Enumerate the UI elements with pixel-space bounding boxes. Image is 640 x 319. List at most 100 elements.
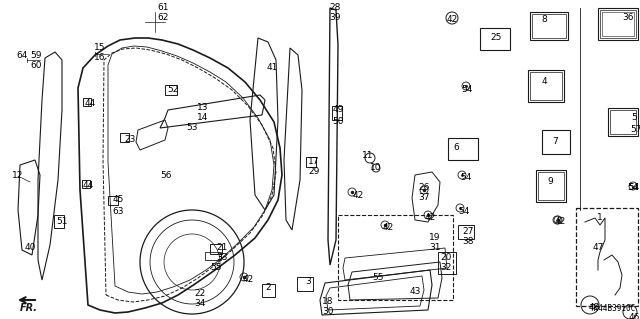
Text: 6: 6 (453, 144, 459, 152)
Text: 25: 25 (490, 33, 502, 42)
Text: 16: 16 (94, 54, 106, 63)
Text: 48: 48 (588, 303, 600, 313)
Bar (332, 106, 342, 120)
Text: 63: 63 (112, 207, 124, 217)
Text: TK44B3910C: TK44B3910C (589, 304, 636, 313)
Text: 9: 9 (547, 177, 553, 187)
Bar (83, 98, 91, 106)
Bar (120, 133, 129, 142)
Text: 11: 11 (362, 151, 374, 160)
Text: 42: 42 (424, 213, 436, 222)
Text: 54: 54 (458, 207, 470, 217)
Text: 54: 54 (628, 183, 640, 192)
Bar (210, 244, 222, 254)
Text: 18: 18 (323, 298, 333, 307)
Text: 17: 17 (308, 158, 320, 167)
Text: 42: 42 (382, 224, 394, 233)
Text: 44: 44 (83, 181, 93, 189)
Bar (54, 215, 64, 228)
Text: 54: 54 (460, 174, 472, 182)
Bar (438, 252, 456, 274)
Text: 13: 13 (197, 103, 209, 113)
Text: 4: 4 (541, 78, 547, 86)
Text: 46: 46 (628, 314, 640, 319)
Text: 21: 21 (216, 243, 228, 253)
Text: 52: 52 (167, 85, 179, 94)
Text: 55: 55 (372, 273, 384, 283)
Text: 49: 49 (332, 106, 344, 115)
Text: 10: 10 (371, 162, 381, 172)
Text: 19: 19 (429, 234, 441, 242)
Text: 5: 5 (631, 114, 637, 122)
Text: 54: 54 (461, 85, 473, 94)
Bar (530, 12, 568, 40)
Text: 60: 60 (30, 61, 42, 70)
Text: 26: 26 (419, 183, 429, 192)
Text: 47: 47 (592, 243, 604, 253)
Text: 33: 33 (216, 254, 228, 263)
Text: 22: 22 (195, 288, 205, 298)
Text: 36: 36 (622, 13, 634, 23)
Text: 12: 12 (12, 170, 24, 180)
Text: 38: 38 (462, 238, 474, 247)
Bar (532, 14, 566, 38)
Text: 43: 43 (410, 287, 420, 296)
Text: 42: 42 (446, 16, 458, 25)
Text: 3: 3 (305, 278, 311, 286)
Text: 7: 7 (552, 137, 558, 146)
Text: 51: 51 (56, 218, 68, 226)
Bar (598, 8, 638, 40)
Text: 53: 53 (186, 123, 198, 132)
Bar (480, 28, 510, 50)
Text: 59: 59 (30, 50, 42, 60)
Bar (600, 10, 636, 38)
Text: 64: 64 (16, 50, 28, 60)
Text: 41: 41 (266, 63, 278, 72)
Bar (610, 110, 636, 134)
Bar (108, 196, 118, 205)
Text: 56: 56 (160, 170, 172, 180)
Text: 42: 42 (353, 190, 364, 199)
Bar (528, 70, 564, 102)
Text: 2: 2 (265, 284, 271, 293)
Text: 42: 42 (243, 276, 253, 285)
Text: 44: 44 (84, 99, 95, 108)
Bar (82, 180, 90, 188)
Bar (338, 215, 453, 300)
Text: 23: 23 (124, 136, 136, 145)
Bar (608, 108, 638, 136)
Text: 31: 31 (429, 243, 441, 253)
Bar (205, 252, 221, 260)
Text: 62: 62 (157, 13, 169, 23)
Bar (448, 138, 478, 160)
Bar (297, 277, 313, 291)
Bar (602, 12, 634, 36)
Text: 55: 55 (211, 263, 221, 272)
Bar (538, 172, 564, 200)
Bar (262, 284, 275, 297)
Bar (306, 157, 316, 167)
Text: 39: 39 (329, 13, 340, 23)
Text: 30: 30 (323, 308, 333, 316)
Text: 40: 40 (24, 243, 36, 253)
Bar (165, 85, 177, 95)
Text: 42: 42 (554, 218, 566, 226)
Text: 27: 27 (462, 227, 474, 236)
Bar (576, 208, 638, 306)
Text: 54: 54 (627, 183, 639, 192)
Text: 61: 61 (157, 4, 169, 12)
Text: FR.: FR. (20, 303, 38, 313)
Text: 14: 14 (197, 114, 209, 122)
Bar (542, 130, 570, 154)
Text: 32: 32 (440, 263, 452, 272)
Bar (536, 170, 566, 202)
Text: 37: 37 (419, 194, 429, 203)
Text: 15: 15 (94, 43, 106, 53)
Text: 45: 45 (112, 196, 124, 204)
Bar (530, 72, 562, 100)
Text: 34: 34 (195, 299, 205, 308)
Text: 28: 28 (330, 4, 340, 12)
Text: 1: 1 (597, 213, 603, 222)
Text: 57: 57 (630, 125, 640, 135)
Bar (458, 225, 474, 239)
